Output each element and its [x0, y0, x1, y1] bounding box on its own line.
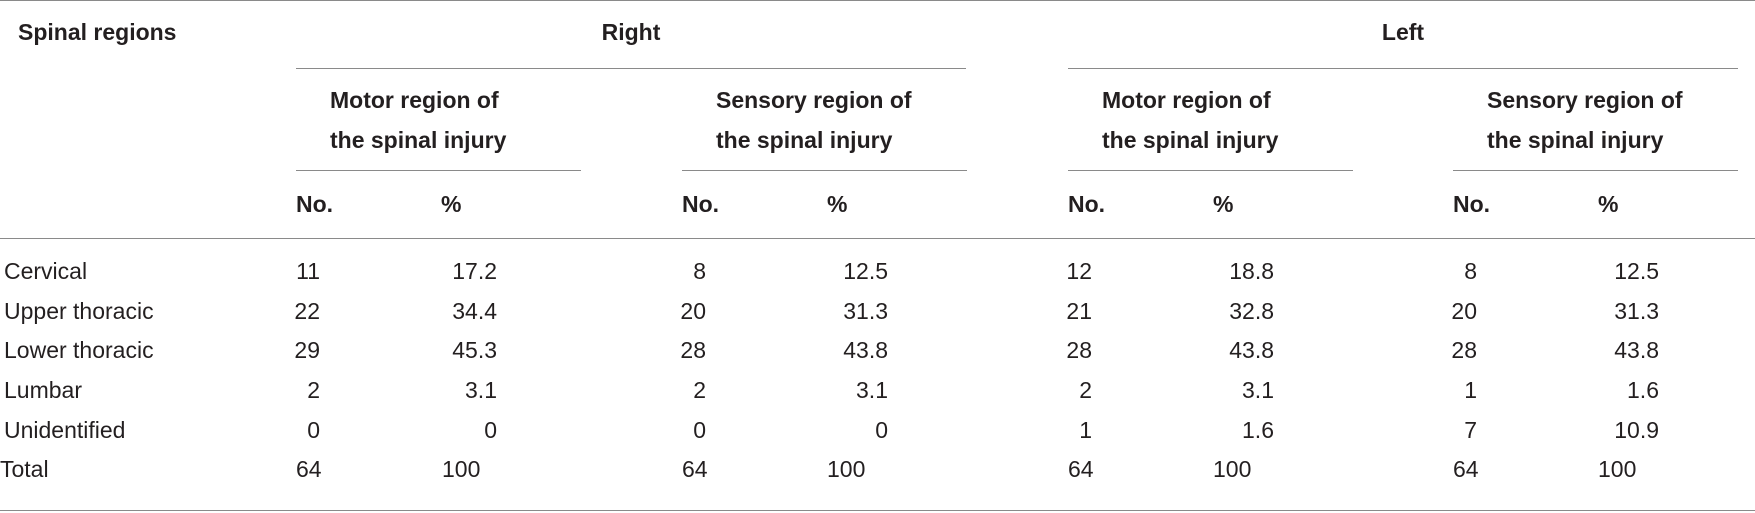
column-header-percent: %: [1598, 191, 1619, 217]
row-label: Unidentified: [4, 417, 126, 443]
table-cell: 32.8: [1229, 298, 1274, 324]
table-bottom-rule: [0, 510, 1755, 511]
column-header-percent: %: [1213, 191, 1234, 217]
subgroup-header-line2: the spinal injury: [330, 127, 507, 153]
table-cell: 28: [1451, 337, 1477, 363]
table-cell: 1: [1079, 417, 1092, 443]
table-cell: 2: [307, 377, 320, 403]
column-header-no: No.: [296, 191, 334, 217]
table-cell: 22: [294, 298, 320, 324]
row-label: Upper thoracic: [4, 298, 154, 324]
group-header-left: Left: [1381, 19, 1425, 45]
table-cell: 3.1: [465, 377, 497, 403]
table-cell: 20: [1451, 298, 1477, 324]
subgroup-header-line1: Motor region of: [330, 87, 499, 113]
row-label: Cervical: [4, 258, 88, 284]
table-cell: 3.1: [856, 377, 888, 403]
subgroup-header-line1: Sensory region of: [1487, 87, 1683, 113]
table-cell: 100: [1213, 456, 1252, 482]
header-bottom-rule: [0, 238, 1755, 239]
row-label: Lower thoracic: [4, 337, 154, 363]
right-motor-rule: [296, 170, 581, 171]
column-header-percent: %: [827, 191, 848, 217]
table-cell: 100: [827, 456, 866, 482]
table-cell: 21: [1066, 298, 1092, 324]
table-cell: 3.1: [1242, 377, 1274, 403]
table-cell: 12: [1066, 258, 1092, 284]
table-cell: 0: [875, 417, 888, 443]
row-label-header: Spinal regions: [18, 19, 177, 45]
left-sensory-rule: [1453, 170, 1738, 171]
column-header-no: No.: [1453, 191, 1491, 217]
table-cell: 43.8: [843, 337, 888, 363]
left-group-rule: [1068, 68, 1738, 69]
table-cell: 28: [680, 337, 706, 363]
right-sensory-rule: [682, 170, 967, 171]
table-cell: 43.8: [1614, 337, 1659, 363]
row-label: Lumbar: [4, 377, 82, 403]
column-header-percent: %: [441, 191, 462, 217]
table-cell: 8: [1464, 258, 1477, 284]
table-cell: 1.6: [1242, 417, 1274, 443]
group-header-right: Right: [601, 19, 661, 45]
table-cell: 43.8: [1229, 337, 1274, 363]
table-cell: 0: [307, 417, 320, 443]
table-cell: 64: [1453, 456, 1479, 482]
table-cell: 11: [296, 258, 320, 284]
table-cell: 17.2: [452, 258, 497, 284]
table-cell: 28: [1066, 337, 1092, 363]
table-cell: 2: [1079, 377, 1092, 403]
left-motor-rule: [1068, 170, 1353, 171]
table-cell: 64: [682, 456, 708, 482]
table-cell: 1.6: [1627, 377, 1659, 403]
row-label: Total: [0, 456, 49, 482]
table-cell: 45.3: [452, 337, 497, 363]
table-cell: 0: [484, 417, 497, 443]
table-cell: 7: [1464, 417, 1477, 443]
table-cell: 10.9: [1614, 417, 1659, 443]
table-cell: 31.3: [843, 298, 888, 324]
table-cell: 2: [693, 377, 706, 403]
subgroup-header-line2: the spinal injury: [716, 127, 893, 153]
column-header-no: No.: [682, 191, 720, 217]
table-cell: 18.8: [1229, 258, 1274, 284]
column-header-no: No.: [1068, 191, 1106, 217]
right-group-rule: [296, 68, 966, 69]
subgroup-header-line1: Sensory region of: [716, 87, 912, 113]
table-cell: 0: [693, 417, 706, 443]
table-cell: 34.4: [452, 298, 497, 324]
table-cell: 12.5: [1614, 258, 1659, 284]
table-cell: 64: [296, 456, 322, 482]
subgroup-header-line1: Motor region of: [1102, 87, 1271, 113]
table-cell: 100: [442, 456, 481, 482]
subgroup-header-line2: the spinal injury: [1102, 127, 1279, 153]
table-cell: 29: [294, 337, 320, 363]
subgroup-header-line2: the spinal injury: [1487, 127, 1664, 153]
table-cell: 8: [693, 258, 706, 284]
table-cell: 64: [1068, 456, 1094, 482]
table-top-rule: [0, 0, 1755, 1]
table-cell: 100: [1598, 456, 1637, 482]
table-cell: 12.5: [843, 258, 888, 284]
table-cell: 31.3: [1614, 298, 1659, 324]
table-cell: 20: [680, 298, 706, 324]
table-cell: 1: [1464, 377, 1477, 403]
